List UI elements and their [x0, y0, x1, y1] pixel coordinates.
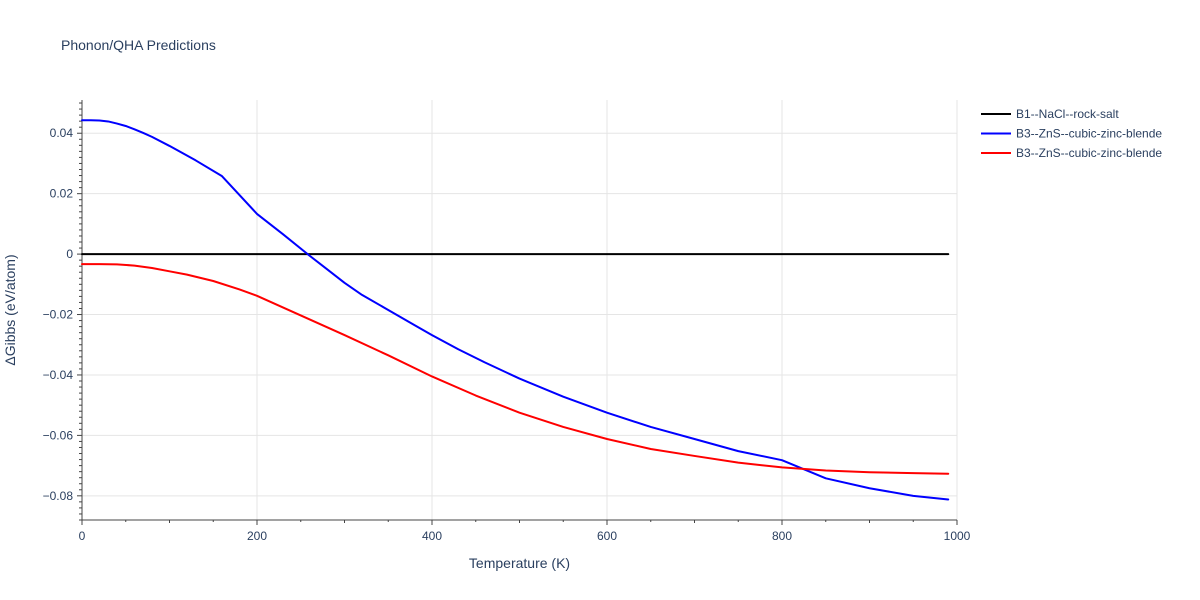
series-line-2 [81, 263, 950, 475]
y-tick-label: −0.04 [43, 368, 74, 382]
y-axis-title: ΔGibbs (eV/atom) [2, 254, 18, 365]
y-tick-label: 0.02 [50, 187, 74, 201]
legend-label: B3--ZnS--cubic-zinc-blende [1016, 127, 1162, 141]
y-tick-label: −0.02 [43, 308, 74, 322]
x-tick-label: 800 [772, 529, 792, 543]
legend[interactable]: B1--NaCl--rock-salt B3--ZnS--cubic-zinc-b… [981, 107, 1162, 160]
grid [82, 100, 958, 520]
legend-item-2[interactable]: B3--ZnS--cubic-zinc-blende [981, 146, 1162, 160]
axes: 0 200 400 600 800 1000 −0.08 −0.06 −0.04 −0.02 0 0.… [43, 100, 971, 543]
legend-item-0[interactable]: B1--NaCl--rock-salt [981, 107, 1119, 121]
legend-label: B3--ZnS--cubic-zinc-blende [1016, 146, 1162, 160]
series-group [81, 119, 950, 501]
y-tick-label: 0 [66, 247, 73, 261]
x-tick-label: 600 [597, 529, 617, 543]
x-tick-label: 1000 [944, 529, 971, 543]
series-line-1 [81, 119, 950, 501]
chart-title: Phonon/QHA Predictions [61, 37, 216, 53]
legend-item-1[interactable]: B3--ZnS--cubic-zinc-blende [981, 127, 1162, 141]
x-tick-label: 0 [79, 529, 86, 543]
x-axis-title: Temperature (K) [469, 555, 570, 571]
legend-label: B1--NaCl--rock-salt [1016, 107, 1119, 121]
x-tick-label: 400 [422, 529, 442, 543]
y-tick-label: 0.04 [50, 126, 74, 140]
y-tick-label: −0.06 [43, 428, 74, 442]
y-tick-label: −0.08 [43, 489, 74, 503]
x-tick-label: 200 [247, 529, 267, 543]
